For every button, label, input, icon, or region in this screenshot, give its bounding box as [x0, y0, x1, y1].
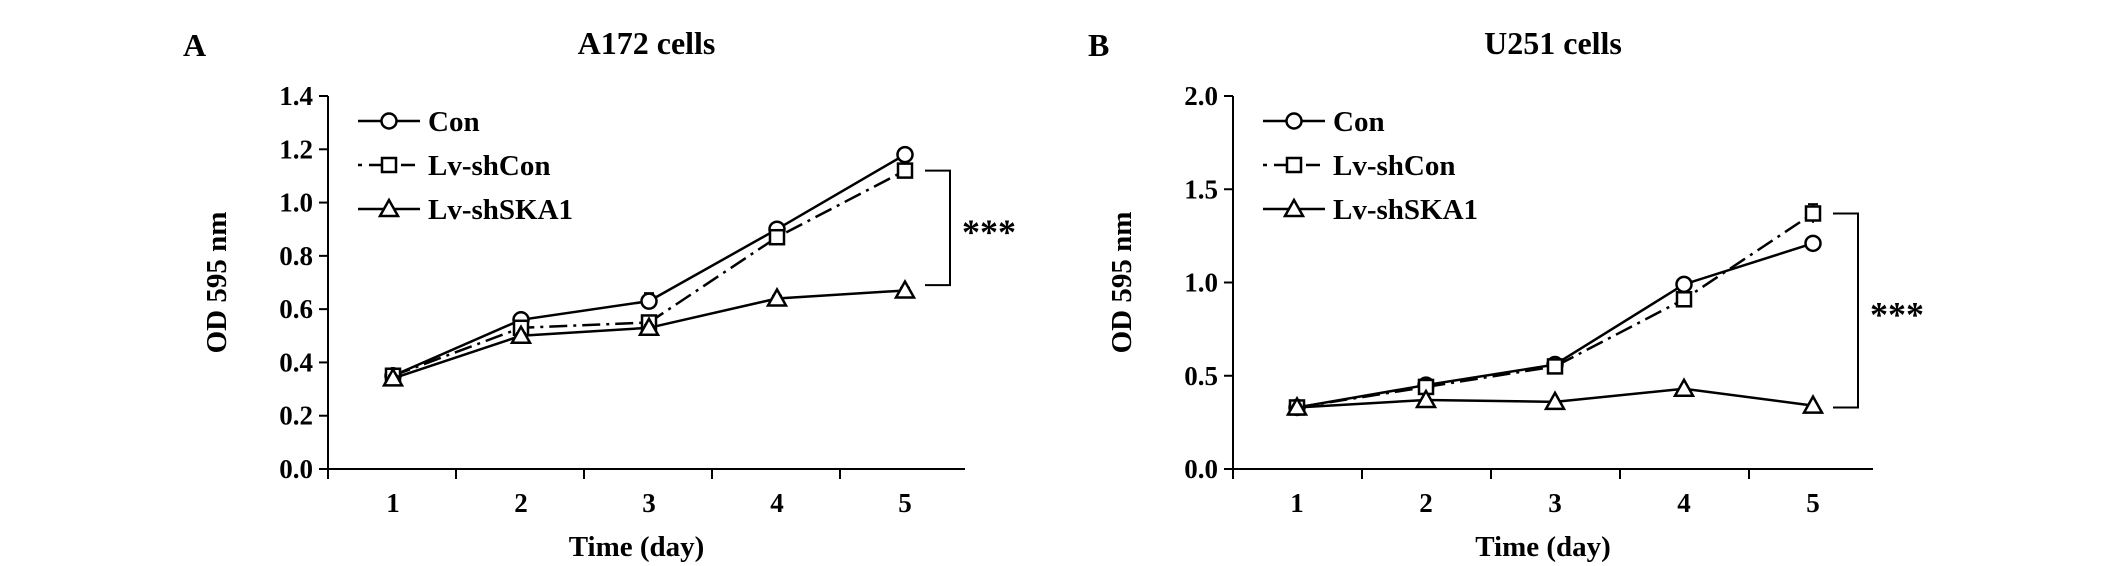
legend-marker-square	[1285, 156, 1303, 174]
series-line	[392, 153, 906, 377]
x-tick-label: 5	[898, 488, 912, 518]
data-point	[768, 228, 786, 246]
series-line	[1296, 242, 1814, 409]
data-point	[1285, 395, 1309, 416]
y-tick-label: 0.6	[279, 294, 313, 324]
y-tick-label: 0.2	[279, 401, 313, 431]
legend-label-lv-shcon: Lv-shCon	[428, 150, 551, 182]
data-point	[765, 286, 789, 307]
significance-label: ***	[962, 212, 1016, 252]
panel-a172: A A172 cells 0.0 0.2 0.4 0.6 0.8 1.0 1.2 1.4 1 2 3 4 5…	[183, 25, 1016, 563]
x-tick-label: 3	[1548, 488, 1562, 518]
legend: Con Lv-shCon Lv-shSKA1	[1263, 106, 1478, 226]
y-tick-label: 0.4	[279, 347, 313, 377]
chart-title: A172 cells	[578, 25, 716, 61]
x-tick-label: 4	[770, 488, 784, 518]
y-tick-label: 1.2	[279, 134, 313, 164]
x-tick-label: 5	[1806, 488, 1820, 518]
data-point	[637, 316, 661, 337]
y-tick-label: 1.0	[279, 188, 313, 218]
x-axis-label: Time (day)	[1475, 531, 1611, 563]
legend-marker-triangle	[377, 197, 401, 218]
data-point	[381, 366, 405, 387]
x-tick-label: 4	[1677, 488, 1691, 518]
significance-bracket	[925, 169, 951, 287]
x-tick-label: 1	[386, 488, 400, 518]
x-tick-label: 3	[642, 488, 656, 518]
x-tick-label: 2	[1419, 488, 1433, 518]
panel-u251: B U251 cells 0.0 0.5 1.0 1.5 2.0 1 2 3 4 5 Time (day…	[1088, 25, 1924, 563]
y-tick-label: 2.0	[1184, 81, 1218, 111]
series-lv-shska1	[381, 278, 917, 387]
series-lv-shska1	[1285, 377, 1825, 416]
data-point	[1675, 275, 1693, 294]
y-tick-label: 1.4	[279, 81, 313, 111]
legend-label-lv-shska1: Lv-shSKA1	[1333, 194, 1478, 226]
legend-label-lv-shska1: Lv-shSKA1	[428, 194, 573, 226]
data-point	[896, 145, 914, 164]
data-point	[1414, 388, 1438, 409]
data-point	[1804, 234, 1822, 253]
series-line	[1296, 212, 1814, 409]
legend-label-con: Con	[1333, 106, 1385, 138]
legend: Con Lv-shCon Lv-shSKA1	[358, 106, 573, 226]
legend-marker-circle	[380, 112, 398, 130]
significance-label: ***	[1870, 294, 1924, 334]
x-tick-label: 2	[514, 488, 528, 518]
significance-bracket	[1833, 212, 1859, 409]
panel-label: B	[1088, 27, 1109, 63]
y-tick-label: 0.0	[279, 454, 313, 484]
data-point	[1801, 394, 1825, 414]
legend-label-con: Con	[428, 106, 480, 138]
y-axis-label: OD 595 nm	[1106, 212, 1138, 354]
legend-marker-circle	[1285, 112, 1303, 130]
y-tick-label: 1.0	[1184, 268, 1218, 298]
y-tick-label: 1.5	[1184, 174, 1218, 204]
y-tick-label: 0.5	[1184, 361, 1218, 391]
data-point	[1672, 377, 1696, 398]
data-point	[1804, 205, 1822, 222]
y-axis-label: OD 595 nm	[201, 212, 233, 354]
data-point	[1675, 291, 1693, 308]
data-point	[1543, 390, 1567, 411]
x-axis-label: Time (day)	[569, 531, 705, 563]
data-point	[509, 324, 533, 345]
data-point	[640, 292, 658, 310]
chart-title: U251 cells	[1484, 25, 1622, 61]
series-lv-shcon	[1288, 203, 1822, 416]
data-point	[893, 278, 917, 299]
data-point	[896, 162, 914, 179]
legend-marker-triangle	[1282, 197, 1306, 218]
y-tick-label: 0.8	[279, 241, 313, 271]
x-tick-label: 1	[1290, 488, 1304, 518]
y-tick-label: 0.0	[1184, 454, 1218, 484]
data-point	[1546, 358, 1564, 375]
legend-marker-square	[380, 156, 398, 174]
panel-label: A	[183, 27, 206, 63]
legend-label-lv-shcon: Lv-shCon	[1333, 150, 1456, 182]
